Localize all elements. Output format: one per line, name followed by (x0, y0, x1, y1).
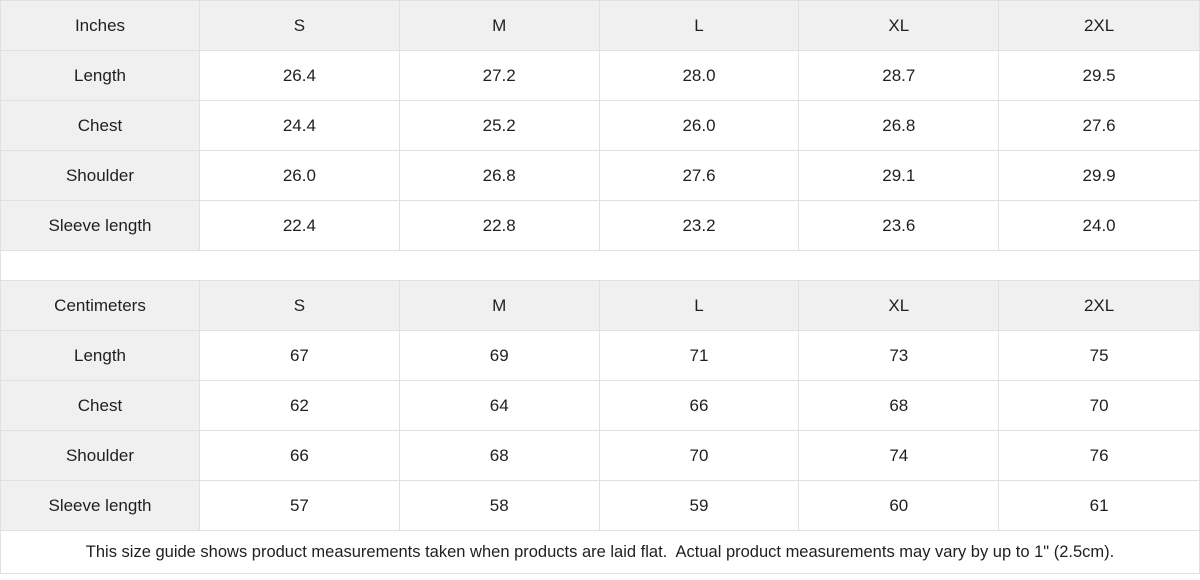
row-label: Length (1, 51, 200, 101)
value-cell: 28.0 (599, 51, 800, 101)
value-cell: 57 (200, 481, 400, 531)
value-cell: 59 (599, 481, 800, 531)
value-cell: 27.6 (599, 151, 800, 201)
value-cell: 62 (200, 381, 400, 431)
size-header-l: L (599, 281, 800, 331)
value-cell: 29.1 (799, 151, 1000, 201)
value-cell: 26.0 (599, 101, 800, 151)
value-cell: 64 (399, 381, 600, 431)
value-cell: 25.2 (399, 101, 600, 151)
inches-table: Inches S M L XL 2XL Length 26.4 27.2 28.… (1, 1, 1199, 251)
inches-header-row: Inches S M L XL 2XL (1, 1, 1199, 51)
value-cell: 26.8 (399, 151, 600, 201)
row-label: Chest (1, 381, 200, 431)
row-label: Length (1, 331, 200, 381)
unit-header: Centimeters (1, 281, 200, 331)
size-header-m: M (399, 281, 600, 331)
value-cell: 22.4 (200, 201, 400, 251)
table-row: Length 26.4 27.2 28.0 28.7 29.5 (1, 51, 1199, 101)
value-cell: 27.6 (999, 101, 1199, 151)
table-row: Shoulder 26.0 26.8 27.6 29.1 29.9 (1, 151, 1199, 201)
row-label: Sleeve length (1, 201, 200, 251)
value-cell: 58 (399, 481, 600, 531)
value-cell: 67 (200, 331, 400, 381)
value-cell: 24.4 (200, 101, 400, 151)
footer-note: This size guide shows product measuremen… (1, 531, 1199, 573)
size-header-s: S (200, 281, 400, 331)
value-cell: 26.4 (200, 51, 400, 101)
value-cell: 24.0 (999, 201, 1199, 251)
value-cell: 75 (999, 331, 1199, 381)
size-header-xl: XL (799, 281, 1000, 331)
value-cell: 68 (399, 431, 600, 481)
table-spacer (1, 251, 1199, 281)
value-cell: 26.0 (200, 151, 400, 201)
value-cell: 68 (799, 381, 1000, 431)
table-row: Sleeve length 22.4 22.8 23.2 23.6 24.0 (1, 201, 1199, 251)
value-cell: 60 (799, 481, 1000, 531)
size-header-2xl: 2XL (999, 1, 1199, 51)
value-cell: 70 (599, 431, 800, 481)
value-cell: 23.2 (599, 201, 800, 251)
table-row: Chest 62 64 66 68 70 (1, 381, 1199, 431)
table-row: Sleeve length 57 58 59 60 61 (1, 481, 1199, 531)
row-label: Chest (1, 101, 200, 151)
table-row: Length 67 69 71 73 75 (1, 331, 1199, 381)
size-header-xl: XL (799, 1, 1000, 51)
footer-note-text: This size guide shows product measuremen… (85, 542, 1115, 561)
value-cell: 28.7 (799, 51, 1000, 101)
size-header-s: S (200, 1, 400, 51)
value-cell: 23.6 (799, 201, 1000, 251)
size-header-l: L (599, 1, 800, 51)
centimeters-header-row: Centimeters S M L XL 2XL (1, 281, 1199, 331)
value-cell: 74 (799, 431, 1000, 481)
value-cell: 27.2 (399, 51, 600, 101)
value-cell: 73 (799, 331, 1000, 381)
row-label: Shoulder (1, 431, 200, 481)
value-cell: 22.8 (399, 201, 600, 251)
value-cell: 26.8 (799, 101, 1000, 151)
value-cell: 70 (999, 381, 1199, 431)
centimeters-table: Centimeters S M L XL 2XL Length 67 69 71… (1, 281, 1199, 531)
value-cell: 66 (599, 381, 800, 431)
value-cell: 29.9 (999, 151, 1199, 201)
value-cell: 71 (599, 331, 800, 381)
table-row: Chest 24.4 25.2 26.0 26.8 27.6 (1, 101, 1199, 151)
size-header-m: M (399, 1, 600, 51)
value-cell: 61 (999, 481, 1199, 531)
value-cell: 66 (200, 431, 400, 481)
unit-header: Inches (1, 1, 200, 51)
row-label: Sleeve length (1, 481, 200, 531)
table-row: Shoulder 66 68 70 74 76 (1, 431, 1199, 481)
row-label: Shoulder (1, 151, 200, 201)
value-cell: 76 (999, 431, 1199, 481)
value-cell: 69 (399, 331, 600, 381)
size-header-2xl: 2XL (999, 281, 1199, 331)
value-cell: 29.5 (999, 51, 1199, 101)
